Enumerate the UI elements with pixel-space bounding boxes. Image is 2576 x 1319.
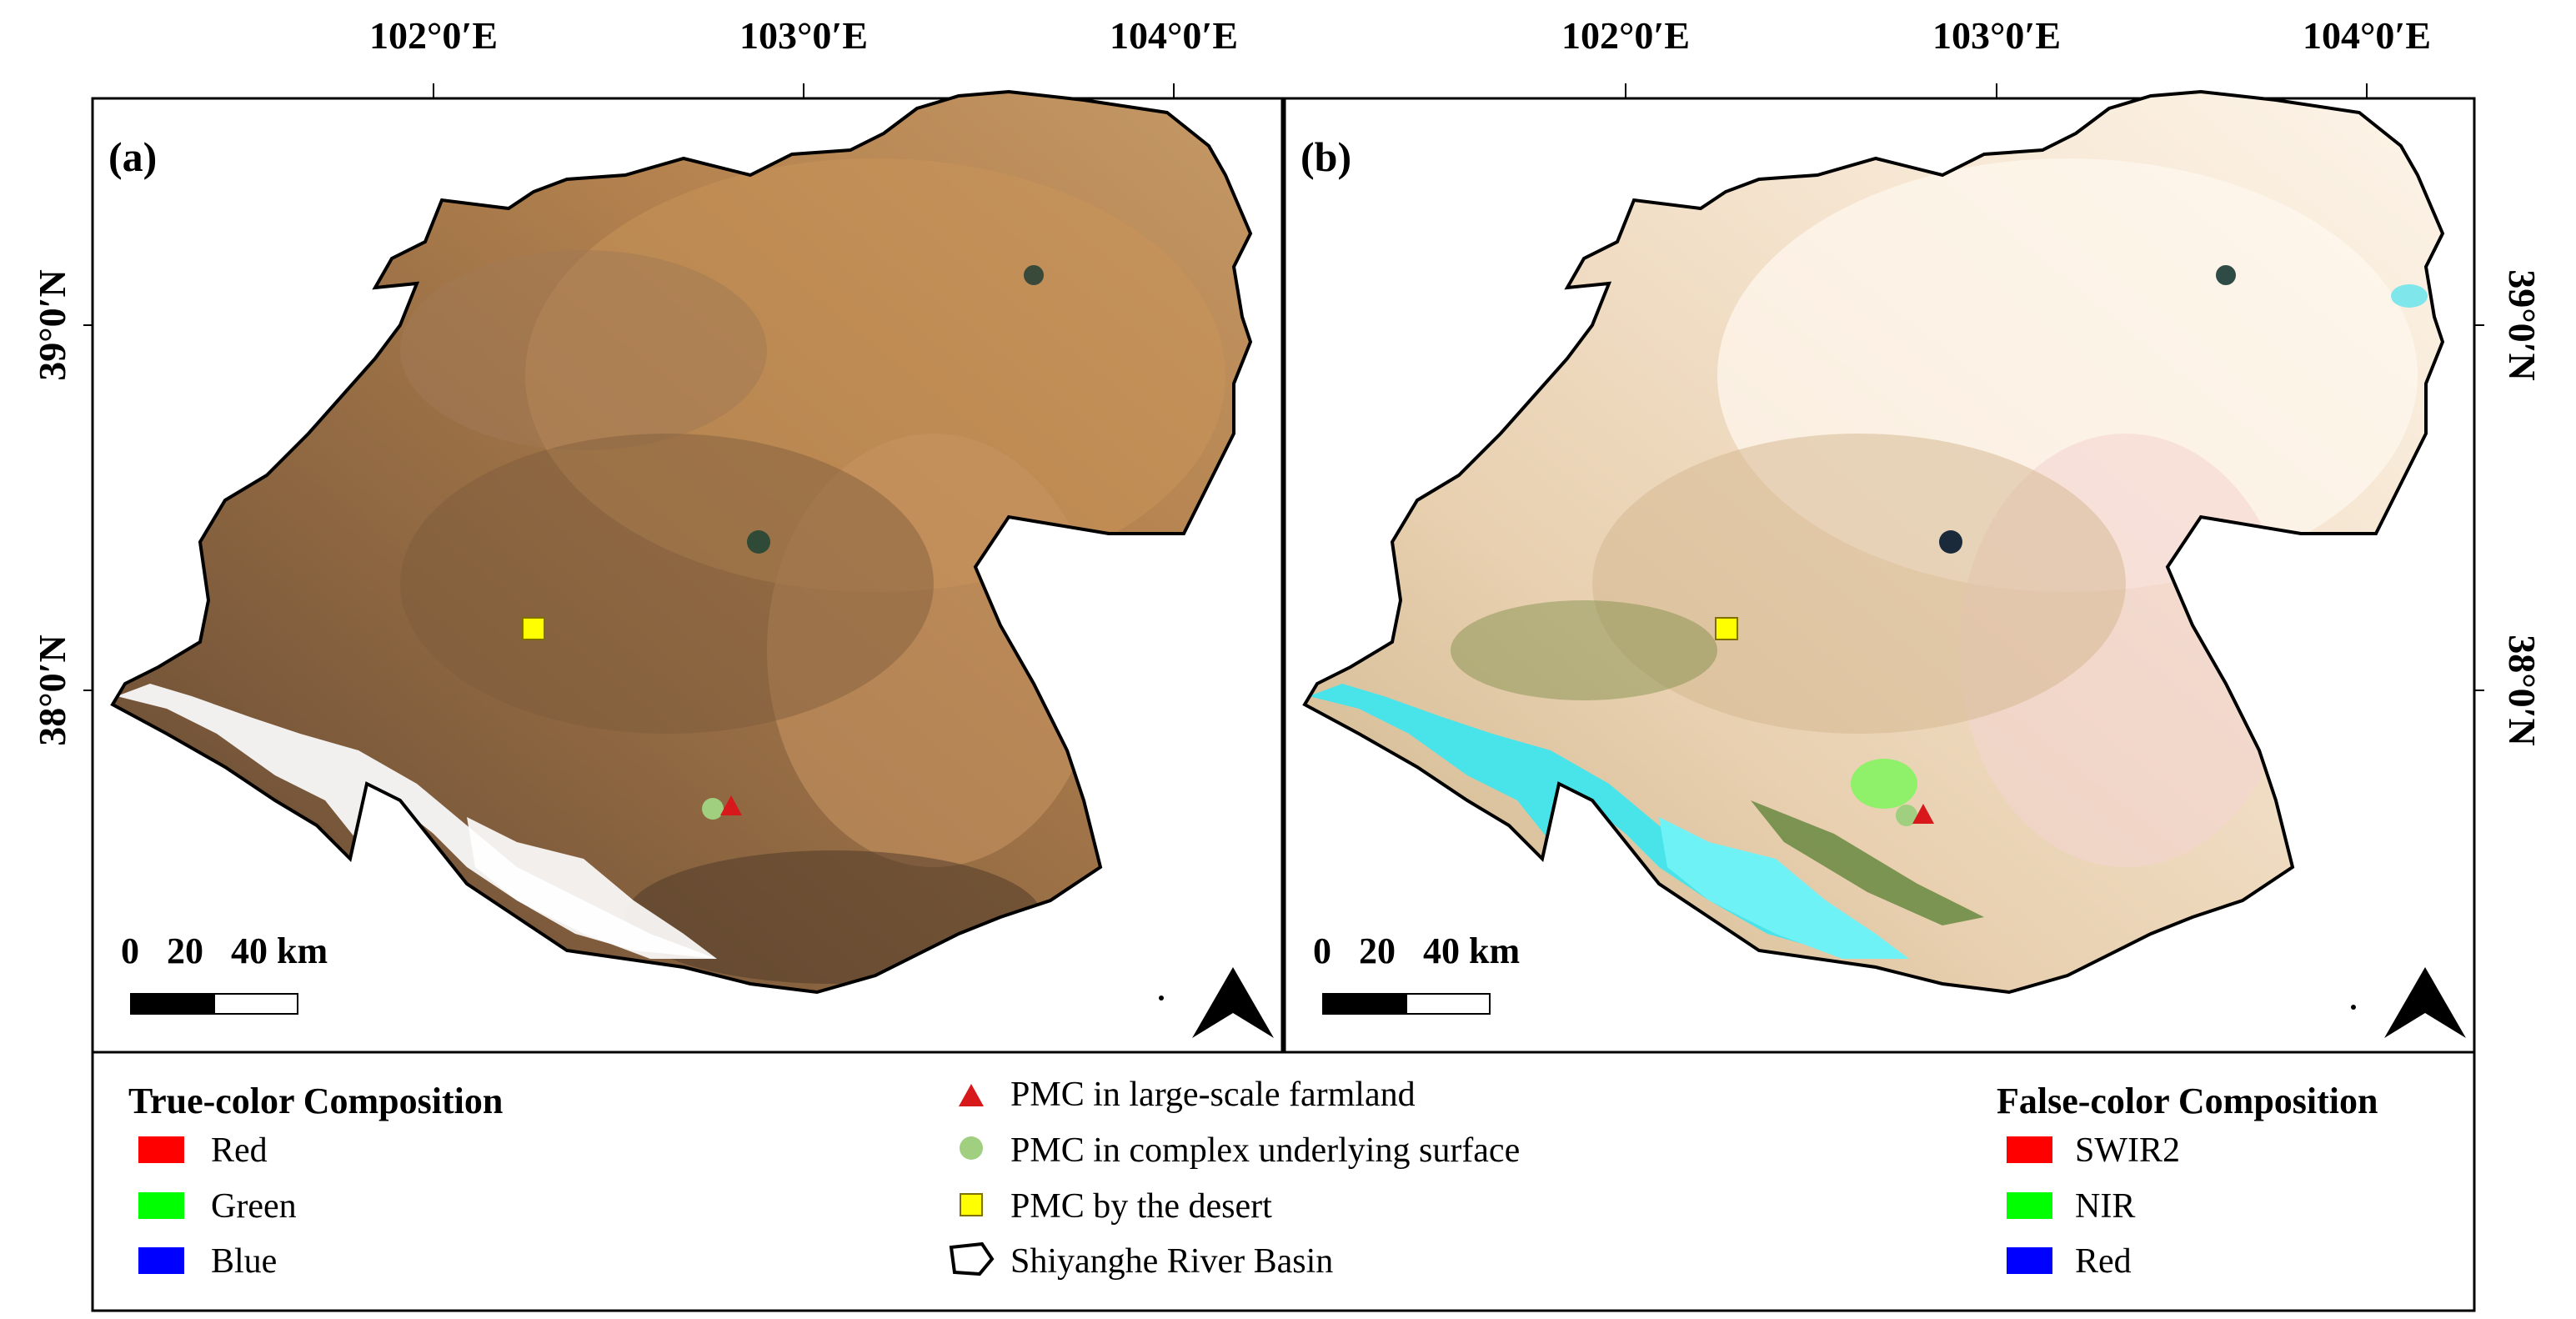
- legend-swatch-nir: [2007, 1192, 2052, 1219]
- lon-label-102-b: 102°0′E: [1561, 14, 1690, 57]
- lat-label-39: 39°0′N: [31, 269, 73, 381]
- legend-item-label: PMC in large-scale farmland: [1010, 1076, 1416, 1114]
- legend-false-color-title: False-color Composition: [1997, 1081, 2378, 1121]
- site-markers: [522, 617, 1934, 826]
- farmland-site-marker-b: [1912, 804, 1934, 824]
- north-arrow-icon: [2384, 967, 2466, 1038]
- desert-site-marker-a: [522, 617, 545, 640]
- farmland-legend-icon: [959, 1084, 984, 1106]
- legend-true-color-title: True-color Composition: [128, 1081, 503, 1121]
- legend-sites: PMC in large-scale farmland PMC in compl…: [949, 1076, 1520, 1281]
- legend-item-label: NIR: [2075, 1187, 2135, 1226]
- farmland-site-marker-a: [720, 795, 742, 815]
- desert-site-marker-b: [1715, 617, 1738, 640]
- lat-label-38-right: 38°0′N: [2501, 634, 2543, 746]
- desert-legend-icon: [960, 1193, 983, 1216]
- lon-label-104: 104°0′E: [1110, 14, 1238, 57]
- legend-false-color: False-color Composition SWIR2 NIR Red: [1997, 1081, 2378, 1281]
- lat-label-39-right: 39°0′N: [2501, 269, 2543, 381]
- legend-item-label: PMC by the desert: [1010, 1187, 1272, 1226]
- lon-label-102: 102°0′E: [369, 14, 498, 57]
- legend-item-label: Blue: [211, 1242, 277, 1281]
- lon-label-103-b: 103°0′E: [1932, 14, 2061, 57]
- legend-item-label: PMC in complex underlying surface: [1010, 1131, 1520, 1170]
- legend-item-label: Shiyanghe River Basin: [1010, 1242, 1333, 1281]
- legend-item-label: Red: [211, 1131, 268, 1170]
- scale-bar-b: 0 20 40 km: [1313, 930, 1520, 1015]
- scale-bar-a: 0 20 40 km: [121, 930, 328, 1015]
- scale-bar-label: 0 20 40 km: [121, 930, 328, 971]
- lat-label-38: 38°0′N: [31, 634, 73, 746]
- lon-label-103: 103°0′E: [739, 14, 868, 57]
- lon-label-104-b: 104°0′E: [2303, 14, 2431, 57]
- complex-surface-site-marker-b: [1896, 805, 1917, 826]
- longitude-labels: 102°0′E 103°0′E 104°0′E 102°0′E 103°0′E …: [369, 14, 2431, 98]
- legend-swatch-red: [138, 1136, 184, 1163]
- latitude-labels-left: 39°0′N 38°0′N: [31, 269, 93, 746]
- legend-item-label: Red: [2075, 1242, 2132, 1281]
- panel-label-b: (b): [1301, 133, 1351, 180]
- legend-item-label: SWIR2: [2075, 1131, 2180, 1170]
- complex-surface-site-marker-a: [702, 798, 724, 820]
- legend-true-color: True-color Composition Red Green Blue: [128, 1081, 503, 1281]
- basin-map-true-color: [111, 90, 1252, 994]
- legend-swatch-red: [2007, 1247, 2052, 1274]
- legend-swatch-swir2: [2007, 1136, 2052, 1163]
- scale-bar-label: 0 20 40 km: [1313, 930, 1520, 971]
- legend-frame: [91, 1051, 2476, 1312]
- basin-map-false-color: [1302, 89, 2445, 995]
- basin-outline-legend-icon: [949, 1241, 995, 1276]
- north-arrow-icon: [1192, 967, 1274, 1038]
- complex-surface-legend-icon: [960, 1136, 983, 1160]
- legend-item-label: Green: [211, 1187, 297, 1226]
- legend-swatch-green: [138, 1192, 184, 1219]
- panel-label-a: (a): [108, 133, 157, 180]
- latitude-labels-right: 39°0′N 38°0′N: [2474, 269, 2543, 746]
- legend-swatch-blue: [138, 1247, 184, 1274]
